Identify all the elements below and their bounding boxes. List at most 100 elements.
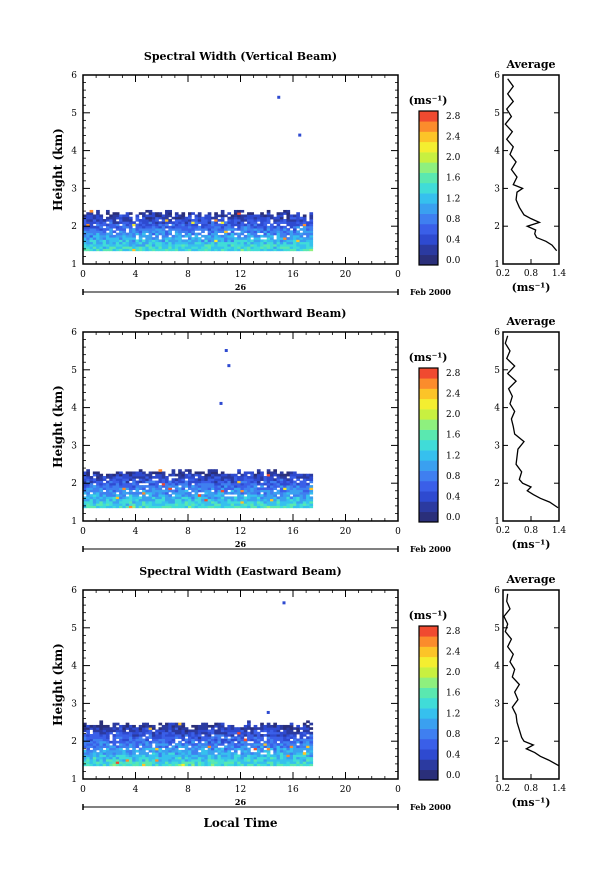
heatmap-cell: [201, 758, 205, 762]
heatmap-cell: [102, 221, 107, 224]
colorbar-tick-label: 1.2: [446, 194, 460, 204]
heatmap-cell: [250, 223, 255, 227]
heatmap-cell: [86, 228, 90, 231]
heatmap-cell: [115, 487, 120, 491]
heatmap-cell: [279, 243, 284, 247]
heatmap-cell: [299, 743, 304, 746]
heatmap-cell: [286, 485, 291, 488]
heatmap-cell: [289, 232, 294, 236]
heatmap-cell: [197, 237, 202, 240]
heatmap-cell: [181, 248, 186, 252]
heatmap-cell: [109, 221, 113, 224]
heatmap-cell: [217, 214, 222, 218]
heatmap-cell: [171, 243, 176, 247]
heatmap-cell: [174, 752, 179, 755]
profile-y-tick-label: 2: [494, 222, 500, 232]
heatmap-cell: [184, 480, 189, 484]
heatmap-cell: [201, 505, 205, 509]
heatmap-cell: [247, 494, 251, 497]
heatmap-cell: [260, 221, 264, 224]
heatmap-cell: [109, 482, 113, 486]
heatmap-cell: [119, 216, 123, 220]
heatmap-cell: [296, 752, 300, 755]
heatmap-cell: [92, 243, 97, 247]
heatmap-cell: [178, 758, 182, 762]
heatmap-cell: [250, 487, 255, 491]
heatmap-cell: [161, 230, 166, 234]
heatmap-cell: [122, 487, 127, 491]
heatmap-cell: [306, 223, 310, 227]
heatmap-cell: [171, 485, 176, 488]
heatmap-cell: [207, 758, 212, 762]
heatmap-cell: [109, 214, 113, 218]
heatmap-cell: [204, 487, 209, 491]
heatmap-cell: [207, 761, 212, 764]
heatmap-cell: [214, 734, 218, 737]
heatmap-cell: [309, 234, 314, 238]
heatmap-cell: [309, 758, 314, 762]
heatmap-cell: [210, 480, 215, 484]
heatmap-cell: [181, 736, 186, 739]
heatmap-cell: [158, 745, 163, 749]
heatmap-cell: [227, 498, 232, 502]
heatmap-cell: [83, 740, 87, 744]
heatmap-cell: [263, 232, 268, 236]
heatmap-cell: [214, 485, 218, 488]
heatmap-cell: [217, 749, 222, 753]
colorbar-swatch: [419, 626, 438, 637]
heatmap-cell: [165, 754, 169, 758]
heatmap-cell: [184, 469, 189, 472]
heatmap-cell: [210, 225, 215, 229]
heatmap-cell: [266, 754, 271, 758]
heatmap-cell: [138, 498, 143, 502]
heatmap-cell: [86, 241, 90, 245]
heatmap-cell: [210, 736, 215, 739]
heatmap-cell: [299, 740, 304, 744]
heatmap-cell: [217, 473, 222, 477]
heatmap-cell: [138, 729, 143, 733]
y-axis-label: Height (km): [51, 643, 65, 726]
heatmap-cell: [302, 228, 307, 231]
heatmap-cell: [207, 756, 212, 760]
heatmap-cell: [302, 729, 307, 733]
heatmap-cell: [148, 761, 153, 764]
x-tick-label: 0: [80, 270, 86, 280]
heatmap-cell: [102, 758, 107, 762]
heatmap-cell: [128, 494, 133, 497]
heatmap-cell: [293, 230, 297, 234]
heatmap-cell: [309, 219, 314, 222]
heatmap-cell: [224, 727, 228, 730]
heatmap-cell: [155, 232, 159, 236]
heatmap-cell: [289, 489, 294, 493]
heatmap-cell: [306, 228, 310, 231]
heatmap-cell: [115, 473, 120, 477]
heatmap-cell: [204, 503, 209, 506]
heatmap-cell: [158, 478, 163, 481]
heatmap-cell: [289, 480, 294, 484]
heatmap-cell: [194, 729, 199, 733]
heatmap-cell: [233, 243, 238, 247]
heatmap-cell: [217, 736, 222, 739]
heatmap-cell: [158, 243, 163, 247]
heatmap-cell: [253, 758, 258, 762]
heatmap-cell: [181, 234, 186, 238]
heatmap-cell: [142, 243, 146, 247]
heatmap-cell: [240, 727, 245, 730]
heatmap-cell: [227, 491, 232, 495]
heatmap-cell: [188, 478, 192, 481]
heatmap-cell: [148, 482, 153, 486]
heatmap-cell: [233, 487, 238, 491]
heatmap-cell: [191, 221, 195, 224]
heatmap-cell: [83, 471, 87, 475]
heatmap-cell: [178, 476, 182, 479]
heatmap-cell: [109, 503, 113, 506]
heatmap-cell: [276, 234, 281, 238]
heatmap-cell: [286, 743, 291, 746]
heatmap-cell: [296, 230, 300, 234]
heatmap-cell: [276, 745, 281, 749]
heatmap-cell: [125, 722, 130, 726]
heatmap-cell: [99, 724, 104, 728]
heatmap-cell: [296, 740, 300, 744]
heatmap-cell: [168, 473, 172, 477]
heatmap-cell: [181, 489, 186, 493]
